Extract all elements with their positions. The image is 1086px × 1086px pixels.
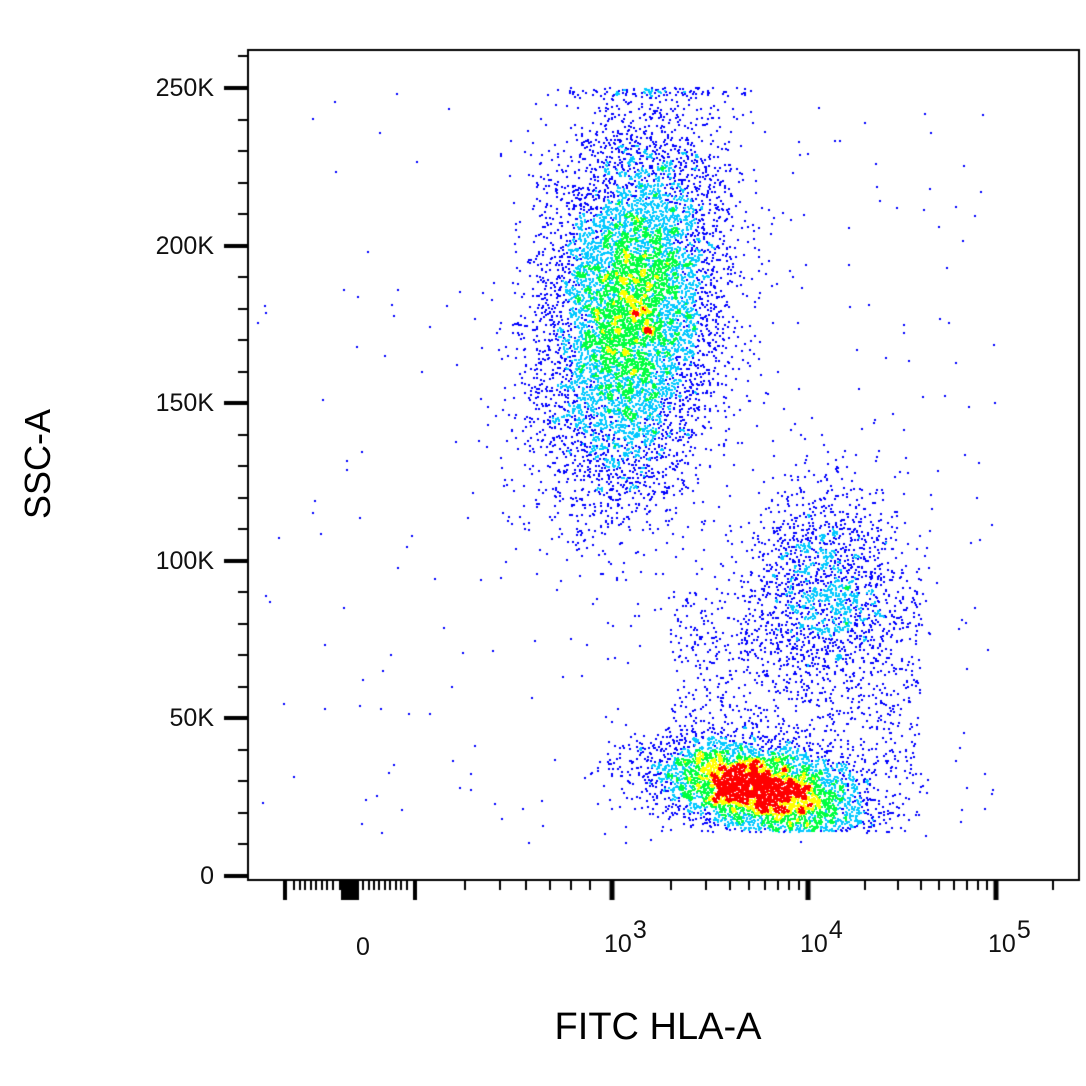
x-tick-label: 104 xyxy=(800,916,843,958)
y-tick-label: 250K xyxy=(155,74,214,102)
x-tick-label: 105 xyxy=(988,916,1031,958)
y-tick-label: 200K xyxy=(155,231,214,260)
y-tick-label: 0 xyxy=(200,862,214,890)
y-axis-title: SSC-A xyxy=(17,408,58,520)
x-tick-label: 103 xyxy=(604,916,647,958)
y-tick-label: 50K xyxy=(169,704,214,733)
y-tick-label: 100K xyxy=(155,546,214,575)
x-axis-title: FITC HLA-A xyxy=(554,1006,762,1048)
y-tick-label: 150K xyxy=(155,389,214,418)
x-tick-label: 0 xyxy=(356,933,370,961)
